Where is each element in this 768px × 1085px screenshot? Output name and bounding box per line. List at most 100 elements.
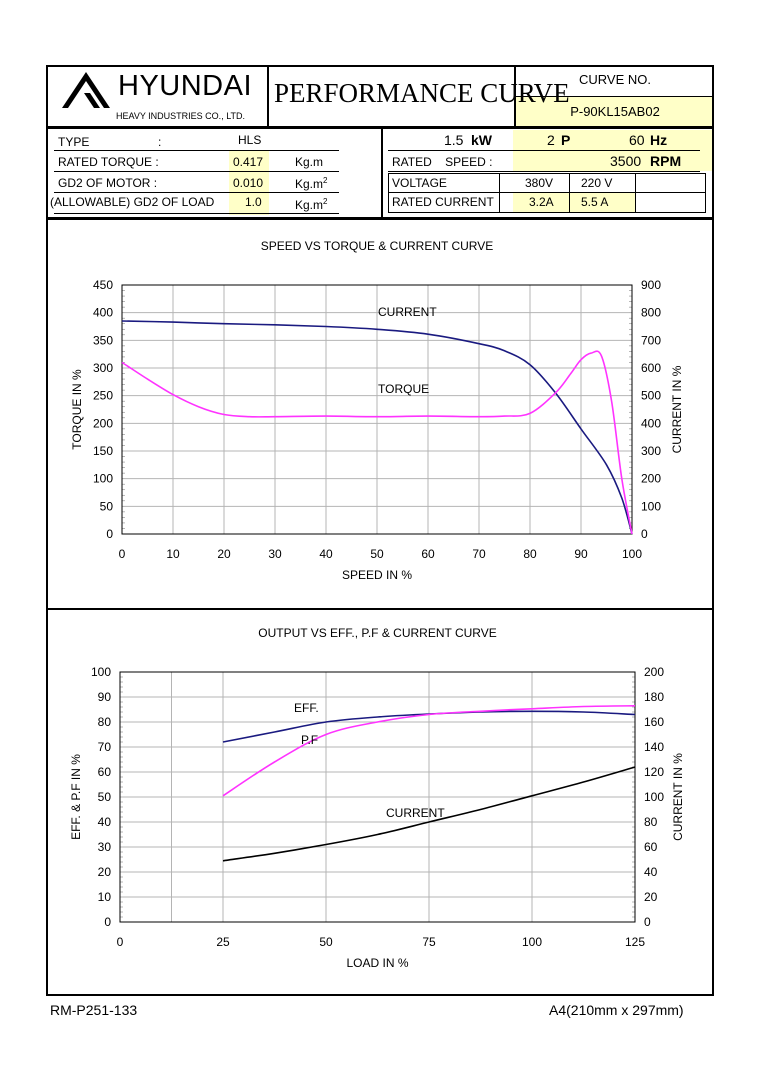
chart2-y2tick-label: 40 bbox=[644, 865, 658, 879]
chart1-y2tick-label: 400 bbox=[641, 416, 661, 430]
rated-current-label: RATED CURRENT bbox=[392, 195, 494, 209]
chart1-y-axis-title: TORQUE IN % bbox=[70, 369, 84, 450]
chart1-ytick-label: 0 bbox=[106, 527, 113, 541]
chart1-y2tick-label: 100 bbox=[641, 499, 661, 513]
chart1-y2tick-label: 700 bbox=[641, 333, 661, 347]
chart1-annotation-torque: TORQUE bbox=[378, 382, 429, 396]
chart2-xtick-label: 125 bbox=[625, 935, 645, 949]
chart1-xtick-label: 0 bbox=[119, 547, 126, 561]
type-label: TYPE bbox=[58, 135, 90, 149]
chart2-x-axis-title: LOAD IN % bbox=[346, 956, 408, 970]
chart1-xtick-label: 30 bbox=[268, 547, 282, 561]
chart2-y2tick-label: 200 bbox=[644, 665, 664, 679]
document-code: RM-P251-133 bbox=[50, 1002, 138, 1018]
type-value: HLS bbox=[238, 133, 262, 147]
chart-panel-2 bbox=[46, 608, 714, 996]
chart2-xtick-label: 75 bbox=[422, 935, 436, 949]
chart1-ytick-label: 150 bbox=[93, 444, 113, 458]
rated-speed-value: 3500 bbox=[610, 153, 642, 169]
chart1-y2tick-label: 800 bbox=[641, 306, 661, 320]
curve-no-highlight bbox=[516, 96, 712, 126]
chart1-annotation-current: CURRENT bbox=[378, 305, 437, 319]
chart1-xtick-label: 50 bbox=[370, 547, 384, 561]
chart1-y2tick-label: 300 bbox=[641, 444, 661, 458]
current-highlight bbox=[513, 193, 635, 213]
chart2-y2-axis-title: CURRENT IN % bbox=[671, 753, 685, 841]
chart1-ytick-label: 400 bbox=[93, 306, 113, 320]
rated-torque-label: RATED TORQUE : bbox=[58, 155, 159, 169]
chart2-ytick-label: 10 bbox=[98, 890, 112, 904]
curve-no-rule bbox=[516, 96, 714, 97]
poles-unit: P bbox=[561, 132, 571, 148]
chart2-ytick-label: 80 bbox=[98, 715, 112, 729]
gd2-load-label: (ALLOWABLE) GD2 OF LOAD bbox=[50, 195, 215, 209]
page-title: PERFORMANCE CURVE bbox=[274, 78, 570, 108]
power-unit: kW bbox=[471, 132, 492, 148]
chart2-xtick-label: 25 bbox=[216, 935, 230, 949]
chart2-y2tick-label: 160 bbox=[644, 715, 664, 729]
chart2-series-p-f bbox=[222, 705, 636, 797]
chart1-ytick-label: 200 bbox=[93, 416, 113, 430]
chart2-xtick-label: 100 bbox=[522, 935, 542, 949]
chart2-annotation-pf: P.F bbox=[301, 733, 318, 747]
chart1-ytick-label: 350 bbox=[93, 333, 113, 347]
spec-divider bbox=[381, 127, 383, 219]
chart2-xtick-label: 50 bbox=[319, 935, 333, 949]
chart2-annotation-current: CURRENT bbox=[386, 806, 445, 820]
company-name: HEAVY INDUSTRIES CO., LTD. bbox=[116, 111, 246, 121]
chart1-y2tick-label: 900 bbox=[641, 278, 661, 292]
chart2-y2tick-label: 180 bbox=[644, 690, 664, 704]
freq-unit: Hz bbox=[650, 132, 668, 148]
chart2-annotation-eff: EFF. bbox=[294, 701, 319, 715]
output-eff-pf-current-chart: OUTPUT VS EFF., P.F & CURRENT CURVE 0 10 20… bbox=[69, 626, 685, 970]
chart2-title: OUTPUT VS EFF., P.F & CURRENT CURVE bbox=[258, 626, 497, 640]
chart1-series-current bbox=[121, 320, 633, 535]
chart1-ytick-label: 450 bbox=[93, 278, 113, 292]
chart1-ytick-label: 250 bbox=[93, 389, 113, 403]
chart1-xtick-label: 80 bbox=[523, 547, 537, 561]
rated-speed-unit: RPM bbox=[650, 153, 682, 169]
chart2-y2tick-label: 60 bbox=[644, 840, 658, 854]
chart2-plot-frame bbox=[119, 671, 636, 923]
chart2-xtick-label: 0 bbox=[117, 935, 124, 949]
chart2-ytick-label: 90 bbox=[98, 690, 112, 704]
chart2-ytick-label: 0 bbox=[104, 915, 111, 929]
chart1-ytick-label: 50 bbox=[100, 499, 114, 513]
chart1-series-torque bbox=[121, 350, 633, 535]
chart1-y2tick-label: 0 bbox=[641, 527, 648, 541]
voltage-380: 380V bbox=[525, 176, 554, 190]
chart2-series-current bbox=[222, 766, 636, 862]
chart2-y-axis-title: EFF. & P.F IN % bbox=[69, 754, 83, 840]
chart1-y2tick-label: 500 bbox=[641, 389, 661, 403]
freq-value: 60 bbox=[629, 132, 645, 148]
speed-torque-current-chart: SPEED VS TORQUE & CURRENT CURVE050100150… bbox=[70, 239, 684, 582]
rated-torque-unit: Kg.m bbox=[295, 155, 324, 169]
chart2-ytick-label: 30 bbox=[98, 840, 112, 854]
paper-size: A4(210mm x 297mm) bbox=[549, 1002, 684, 1018]
chart2-y2tick-label: 20 bbox=[644, 890, 658, 904]
chart1-xtick-label: 70 bbox=[472, 547, 486, 561]
chart1-xtick-label: 100 bbox=[622, 547, 642, 561]
curve-no-value: P-90KL15AB02 bbox=[570, 104, 660, 119]
current-380: 3.2A bbox=[529, 195, 554, 209]
chart2-y2tick-label: 0 bbox=[644, 915, 651, 929]
gd2-motor-label: GD2 OF MOTOR : bbox=[58, 176, 158, 190]
chart2-ytick-label: 60 bbox=[98, 765, 112, 779]
rated-speed-label: RATED SPEED : bbox=[392, 155, 493, 169]
power-value: 1.5 bbox=[444, 132, 464, 148]
voltage-220: 220 V bbox=[581, 176, 613, 190]
chart2-y2tick-label: 120 bbox=[644, 765, 664, 779]
chart2-y2tick-label: 140 bbox=[644, 740, 664, 754]
chart1-plot-frame bbox=[121, 284, 633, 535]
type-colon: : bbox=[158, 135, 162, 149]
chart2-ytick-label: 20 bbox=[98, 865, 112, 879]
chart2-y2tick-label: 80 bbox=[644, 815, 658, 829]
gd2-load-value: 1.0 bbox=[245, 195, 262, 209]
brand-name: HYUNDAI bbox=[118, 70, 253, 102]
chart2-ytick-label: 100 bbox=[91, 665, 111, 679]
chart1-xtick-label: 10 bbox=[166, 547, 180, 561]
gd2-load-unit: Kg.m2 bbox=[295, 197, 328, 212]
poles-value: 2 bbox=[547, 132, 555, 148]
current-220: 5.5 A bbox=[581, 195, 609, 209]
chart1-xtick-label: 60 bbox=[421, 547, 435, 561]
